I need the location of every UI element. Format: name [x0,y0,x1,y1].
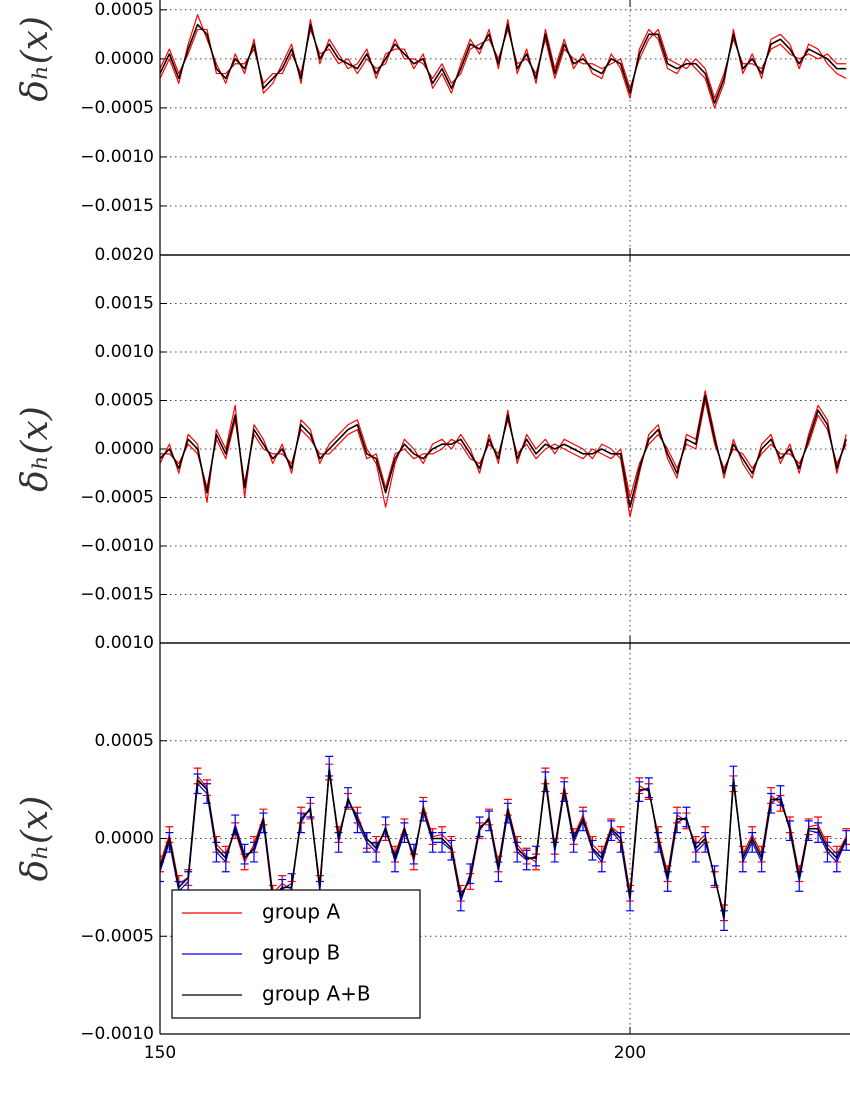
plot-area [160,755,850,931]
x-tick-label: 150 [144,1043,176,1063]
series-line [160,14,847,109]
y-tick-label: −0.0010 [80,1024,154,1044]
y-tick-label: −0.0010 [80,147,154,167]
y-tick-label: 0.0020 [95,245,154,265]
y-tick-label: −0.0005 [80,488,154,508]
y-tick-label: 0.0000 [95,829,154,849]
y-tick-label: 0.0000 [95,439,154,459]
series-line [160,23,847,104]
legend: group A group B group A+B [171,889,421,1019]
legend-label: group A+B [262,982,371,1006]
y-tick-label: 0.0010 [95,633,154,653]
y-tick-label: 0.0005 [95,0,154,20]
plot-area [160,14,847,109]
legend-label: group A [262,900,340,924]
y-axis-label: δₕ(x) [15,796,56,882]
y-tick-label: −0.0010 [80,536,154,556]
y-axis-label: δₕ(x) [15,406,56,492]
y-tick-label: −0.0015 [80,585,154,605]
y-tick-label: 0.0000 [95,49,154,69]
y-tick-label: −0.0005 [80,926,154,946]
y-tick-label: 0.0010 [95,342,154,362]
legend-label: group B [262,941,340,965]
y-tick-label: 0.0005 [95,731,154,751]
plot-area [160,390,848,518]
y-tick-label: 0.0005 [95,391,154,411]
error-bar [842,830,850,851]
y-tick-label: −0.0015 [80,196,154,216]
series-line [160,394,848,508]
y-tick-label: 0.0015 [95,294,154,314]
y-axis-label: δₕ(x) [15,16,56,102]
y-tick-label: −0.0005 [80,98,154,118]
series-line [160,399,847,499]
x-tick-label: 200 [614,1043,646,1063]
